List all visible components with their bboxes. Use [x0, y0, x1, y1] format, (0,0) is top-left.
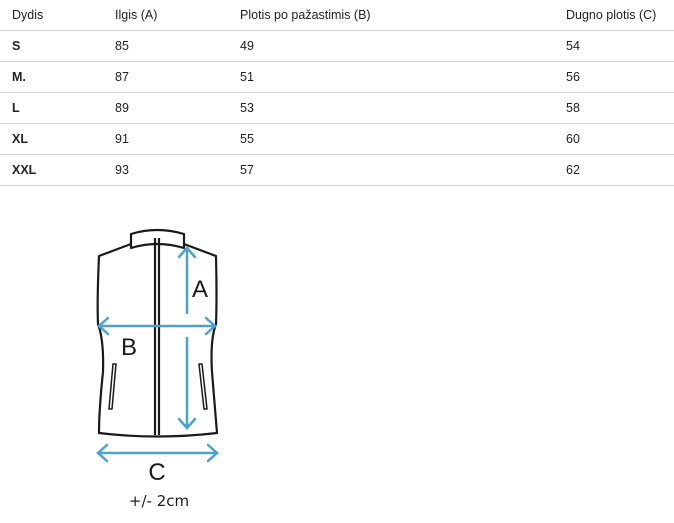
header-bottom-width: Dugno plotis (C) — [566, 8, 657, 22]
cell-chest-width: 53 — [240, 101, 254, 115]
arrow-a — [177, 246, 197, 315]
header-size: Dydis — [12, 8, 44, 22]
cell-size: S — [12, 39, 21, 53]
cell-bottom-width: 62 — [566, 163, 580, 177]
table-header: Dydis Ilgis (A) Plotis po pažastimis (B)… — [0, 0, 674, 31]
measurement-arrows — [96, 246, 219, 463]
table-row: XXL 93 57 62 — [0, 155, 674, 186]
cell-length: 93 — [115, 163, 129, 177]
cell-chest-width: 57 — [240, 163, 254, 177]
label-a: A — [192, 276, 208, 303]
cell-length: 87 — [115, 70, 129, 84]
cell-length: 89 — [115, 101, 129, 115]
cell-size: XXL — [12, 163, 37, 177]
cell-bottom-width: 56 — [566, 70, 580, 84]
cell-chest-width: 55 — [240, 132, 254, 146]
cell-length: 85 — [115, 39, 129, 53]
cell-chest-width: 51 — [240, 70, 254, 84]
cell-bottom-width: 54 — [566, 39, 580, 53]
cell-size: L — [12, 101, 20, 115]
table-row: M. 87 51 56 — [0, 62, 674, 93]
cell-size: M. — [12, 70, 26, 84]
table-row: XL 91 55 60 — [0, 124, 674, 155]
size-table: Dydis Ilgis (A) Plotis po pažastimis (B)… — [0, 0, 674, 186]
header-chest-width: Plotis po pažastimis (B) — [240, 8, 371, 22]
cell-bottom-width: 58 — [566, 101, 580, 115]
label-b: B — [121, 334, 137, 361]
arrow-b — [97, 316, 217, 336]
cell-size: XL — [12, 132, 28, 146]
cell-chest-width: 49 — [240, 39, 254, 53]
table-row: L 89 53 58 — [0, 93, 674, 124]
cell-bottom-width: 60 — [566, 132, 580, 146]
header-length: Ilgis (A) — [115, 8, 158, 22]
table-row: S 85 49 54 — [0, 31, 674, 62]
arrow-c — [96, 443, 219, 463]
label-c: C — [148, 459, 165, 486]
cell-length: 91 — [115, 132, 129, 146]
vest-outline — [96, 228, 219, 438]
arrow-a-lower — [177, 336, 197, 430]
tolerance-note: +/- 2cm — [129, 492, 189, 510]
